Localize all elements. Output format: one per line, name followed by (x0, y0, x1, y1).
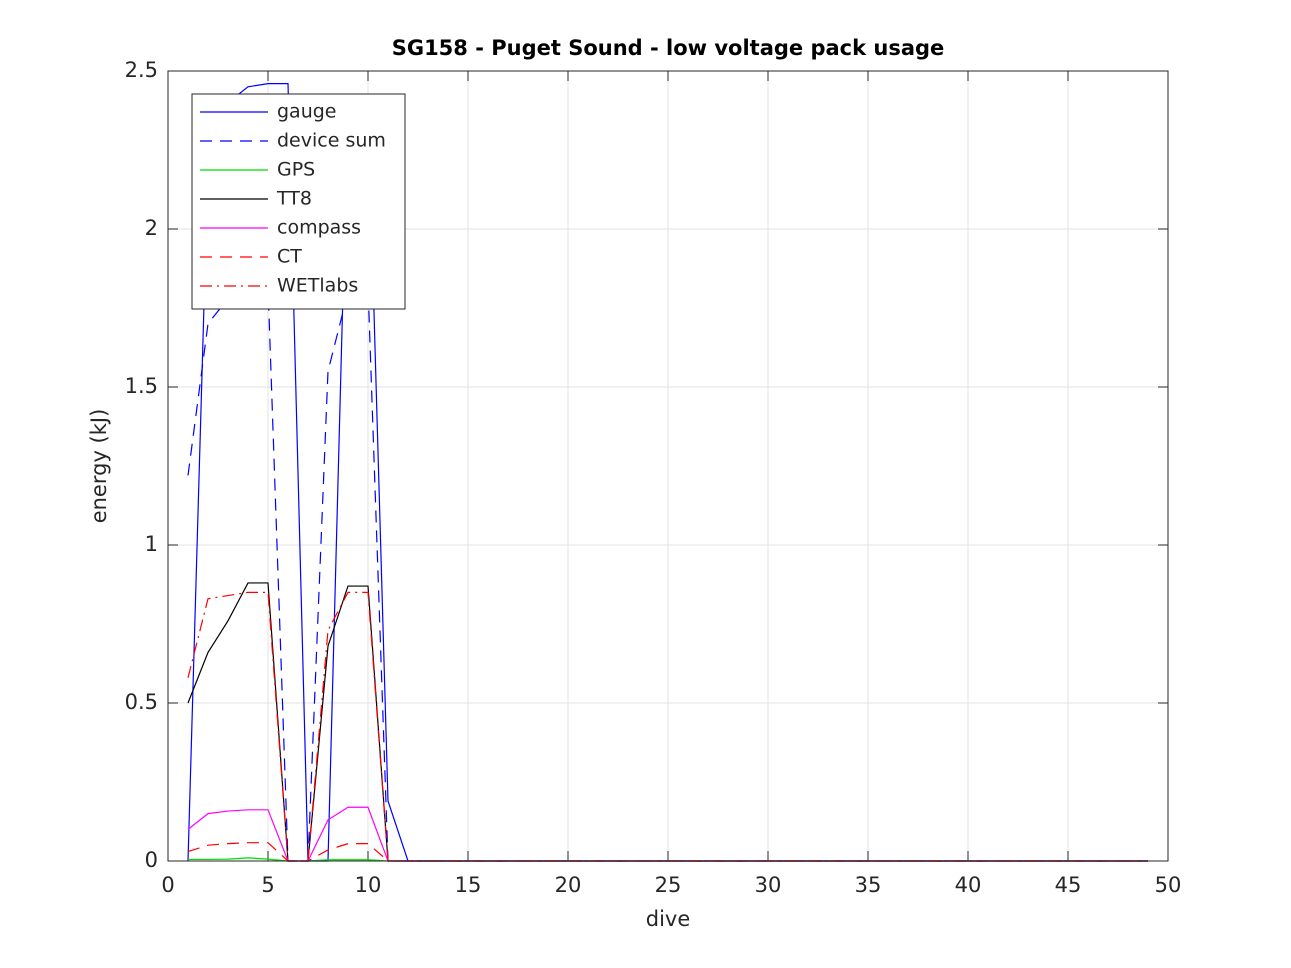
legend-label: GPS (277, 159, 315, 181)
x-tick-label: 25 (655, 873, 682, 897)
y-tick-label: 0 (145, 848, 158, 872)
x-tick-label: 35 (855, 873, 882, 897)
x-tick-label: 45 (1055, 873, 1082, 897)
legend-label: WETlabs (277, 275, 358, 297)
x-tick-label: 5 (261, 873, 274, 897)
legend-label: gauge (277, 101, 337, 123)
x-tick-label: 20 (555, 873, 582, 897)
x-tick-label: 40 (955, 873, 982, 897)
y-tick-label: 1.5 (125, 374, 158, 398)
legend-box (191, 93, 406, 310)
legend: gauge device sum GPS TT8 compass CT WETlabs (191, 93, 406, 310)
legend-label: TT8 (276, 188, 312, 210)
chart-title: SG158 - Puget Sound - low voltage pack u… (392, 36, 945, 60)
y-tick-label: 2.5 (125, 58, 158, 82)
legend-label: device sum (277, 130, 386, 152)
legend-label: CT (277, 246, 302, 268)
x-tick-label: 30 (755, 873, 782, 897)
y-tick-label: 0.5 (125, 690, 158, 714)
x-tick-label: 0 (161, 873, 174, 897)
y-axis-label: energy (kJ) (87, 409, 111, 524)
x-axis-label: dive (646, 907, 691, 931)
axes-box (167, 70, 1169, 862)
y-tick-label: 2 (145, 216, 158, 240)
x-tick-label: 15 (455, 873, 482, 897)
y-tick-label: 1 (145, 532, 158, 556)
x-tick-label: 50 (1155, 873, 1182, 897)
legend-label: compass (277, 217, 361, 239)
x-tick-label: 10 (355, 873, 382, 897)
